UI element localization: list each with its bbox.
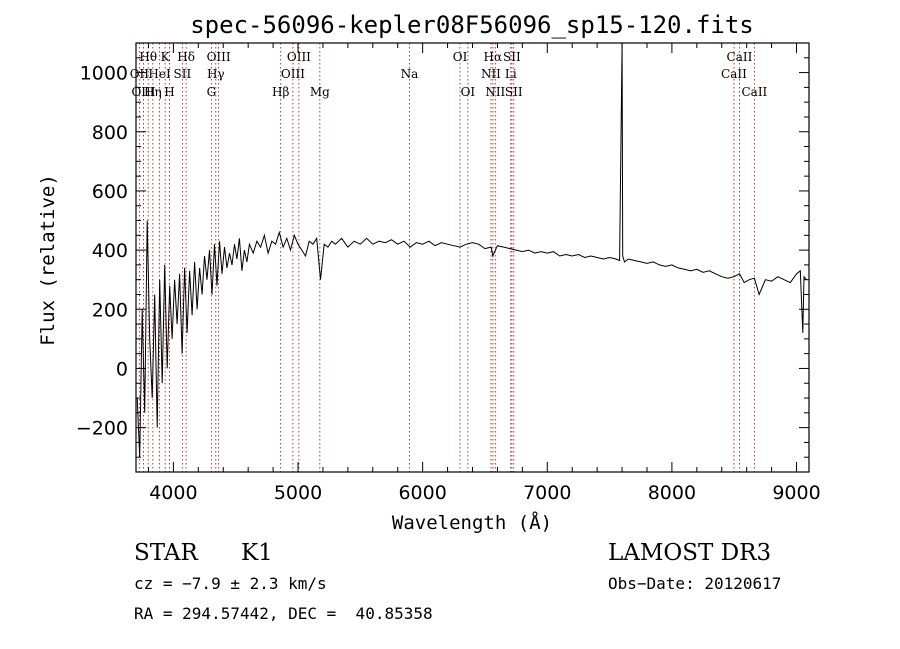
y-tick-label: 400	[92, 240, 128, 262]
coordinates: RA = 294.57442, DEC = 40.85358	[134, 604, 433, 623]
y-tick-label: 0	[116, 358, 128, 380]
y-tick-label: 800	[92, 122, 128, 144]
line-label-23: SII	[503, 50, 521, 64]
chart-title: spec-56096-kepler08F56096_sp15-120.fits	[190, 11, 754, 39]
y-tick-label: 1000	[80, 63, 128, 85]
spectral-line-labels: HθOIIOIIIHηHeIKHSIIHδGHγOIIIHβOIIIOIIIMg…	[130, 50, 768, 99]
axis-ticks	[136, 42, 809, 473]
x-tick-label: 8000	[648, 482, 696, 504]
y-tick-label: 600	[92, 181, 128, 203]
line-label-19: NII	[481, 67, 501, 81]
spectrum-line	[136, 42, 807, 458]
line-markers	[138, 43, 755, 472]
line-label-24: SII	[505, 85, 523, 99]
x-tick-label: 7000	[523, 482, 571, 504]
line-label-27: CaII	[741, 85, 767, 99]
y-tick-label: −200	[76, 418, 128, 440]
line-label-1: OII	[130, 67, 150, 81]
x-tick-label: 9000	[772, 482, 820, 504]
line-label-26: CaII	[727, 50, 753, 64]
plot-frame	[135, 42, 810, 473]
object-class: STAR	[134, 540, 198, 566]
x-tick-label: 4000	[149, 482, 197, 504]
line-label-4: HeI	[148, 67, 171, 81]
survey-name: LAMOST DR3	[608, 540, 772, 566]
line-label-9: G	[207, 85, 217, 99]
line-label-15: Mg	[310, 85, 330, 99]
line-label-16: Na	[401, 67, 419, 81]
line-label-0: Hθ	[139, 50, 157, 64]
line-label-18: OI	[461, 85, 476, 99]
line-label-25: CaII	[721, 67, 747, 81]
line-label-14: OIII	[287, 50, 311, 64]
redshift-velocity: cz = −7.9 ± 2.3 km/s	[134, 574, 327, 593]
y-tick-label: 200	[92, 299, 128, 321]
observation-date: Obs−Date: 20120617	[608, 574, 782, 593]
x-axis-label: Wavelength (Å)	[392, 511, 552, 534]
line-label-8: Hδ	[177, 50, 195, 64]
line-label-22: Li	[505, 67, 517, 81]
x-tick-label: 5000	[274, 482, 322, 504]
subclass: K1	[241, 540, 273, 566]
line-label-13: OIII	[281, 67, 305, 81]
y-axis-label: Flux (relative)	[37, 174, 59, 346]
line-label-6: H	[164, 85, 174, 99]
line-label-21: NII	[485, 85, 505, 99]
line-label-2: OIII	[131, 85, 155, 99]
line-label-20: Hα	[484, 50, 503, 64]
line-label-11: OIII	[207, 50, 231, 64]
x-tick-label: 6000	[398, 482, 446, 504]
line-label-10: Hγ	[207, 67, 225, 81]
line-label-7: SII	[174, 67, 192, 81]
line-label-17: OI	[453, 50, 468, 64]
line-label-5: K	[161, 50, 171, 64]
axis-tick-labels: 4000 5000 6000 7000 8000 9000 −200 0 200 400 600 80…	[76, 63, 821, 504]
line-label-12: Hβ	[272, 85, 289, 99]
line-label-3: Hη	[144, 85, 162, 99]
